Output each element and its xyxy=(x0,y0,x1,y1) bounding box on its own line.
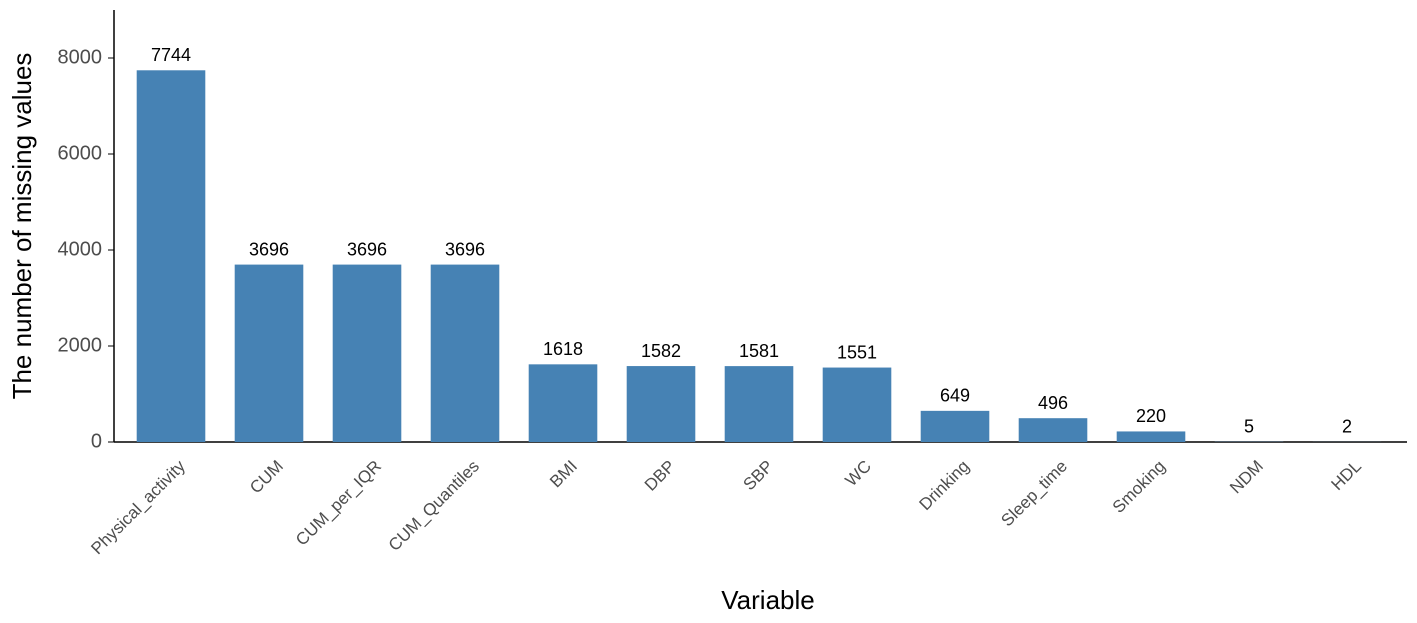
bar xyxy=(528,364,598,442)
data-label: 3696 xyxy=(249,239,289,259)
bar xyxy=(724,366,794,442)
data-label: 649 xyxy=(940,386,970,406)
bar xyxy=(626,366,696,442)
y-tick-label: 6000 xyxy=(58,142,103,164)
x-tick-label: WC xyxy=(842,457,875,490)
bar xyxy=(234,264,304,442)
y-tick-label: 2000 xyxy=(58,334,103,356)
data-label: 3696 xyxy=(347,239,387,259)
bar xyxy=(920,410,990,442)
x-tick-label: SBP xyxy=(740,457,777,494)
x-tick-label: CUM xyxy=(246,457,287,498)
y-tick-label: 4000 xyxy=(58,238,103,260)
data-label: 7744 xyxy=(151,45,191,65)
y-tick-label: 8000 xyxy=(58,46,103,68)
x-axis-title: Variable xyxy=(721,585,814,615)
data-label: 496 xyxy=(1038,393,1068,413)
x-tick-label: CUM_per_IQR xyxy=(292,457,385,550)
data-label: 1551 xyxy=(837,342,877,362)
data-label: 5 xyxy=(1244,417,1254,437)
bar xyxy=(1116,431,1186,442)
x-tick-label: CUM_Quantiles xyxy=(385,457,483,555)
x-tick-label: HDL xyxy=(1328,457,1365,494)
x-tick-label: Drinking xyxy=(915,457,973,515)
x-tick-label: Sleep_time xyxy=(997,457,1071,531)
data-label: 1581 xyxy=(739,341,779,361)
bar xyxy=(136,70,206,443)
data-label: 2 xyxy=(1342,417,1352,437)
x-tick-label: BMI xyxy=(546,457,581,492)
x-tick-label: Smoking xyxy=(1109,457,1169,517)
x-tick-label: NDM xyxy=(1226,457,1267,498)
bar xyxy=(822,367,892,442)
x-tick-label: Physical_activity xyxy=(87,456,189,558)
data-label: 1582 xyxy=(641,341,681,361)
data-label: 1618 xyxy=(543,339,583,359)
data-label: 3696 xyxy=(445,239,485,259)
y-axis-title: The number of missing values xyxy=(7,53,37,400)
y-tick-label: 0 xyxy=(91,430,102,452)
data-label: 220 xyxy=(1136,406,1166,426)
bar xyxy=(1018,418,1088,442)
bar xyxy=(332,264,402,442)
x-tick-label: DBP xyxy=(641,457,679,495)
bar xyxy=(430,264,500,442)
